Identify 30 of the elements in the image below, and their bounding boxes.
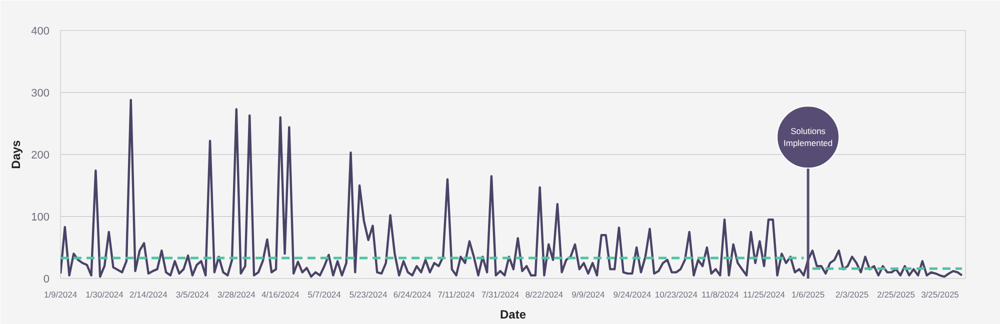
x-tick-label: 1/30/2024 xyxy=(86,290,124,300)
series-label: Solutions Implemented xyxy=(784,126,833,148)
x-tick-label: 2/14/2024 xyxy=(130,290,168,300)
x-tick-label: 10/23/2024 xyxy=(654,290,698,300)
x-tick-label: 4/16/2024 xyxy=(261,290,300,300)
x-tick-label: 11/25/2024 xyxy=(743,290,786,300)
x-tick-label: 3/5/2024 xyxy=(176,290,210,300)
x-axis-title: Date xyxy=(500,308,526,322)
y-tick-label: 300 xyxy=(31,88,50,100)
x-tick-label: 1/6/2025 xyxy=(792,290,825,300)
y-tick-label: 400 xyxy=(31,26,50,38)
y-tick-label: 0 xyxy=(43,274,50,286)
x-tick-label: 8/22/2024 xyxy=(525,290,564,300)
x-tick-label: 9/24/2024 xyxy=(613,290,652,300)
x-tick-label: 3/28/2024 xyxy=(217,290,256,300)
y-tick-label: 200 xyxy=(31,150,50,162)
x-tick-label: 6/24/2024 xyxy=(393,290,432,300)
x-tick-label: 7/31/2024 xyxy=(481,290,520,300)
x-tick-label: 2/3/2025 xyxy=(836,290,869,300)
x-tick-label: 5/23/2024 xyxy=(349,290,388,300)
x-tick-label: 1/9/2024 xyxy=(44,290,78,300)
line-series xyxy=(60,98,964,278)
x-tick-label: 11/8/2024 xyxy=(702,290,739,300)
x-tick-label: 2/25/2025 xyxy=(877,290,916,300)
y-axis-title: Days xyxy=(9,140,24,169)
y-tick-label: 100 xyxy=(31,212,50,224)
x-tick-label: 9/9/2024 xyxy=(572,290,606,300)
x-tick-label: 7/11/2024 xyxy=(438,290,476,300)
x-tick-label: 3/25/2025 xyxy=(921,290,960,300)
x-tick-label: 5/7/2024 xyxy=(308,290,342,300)
